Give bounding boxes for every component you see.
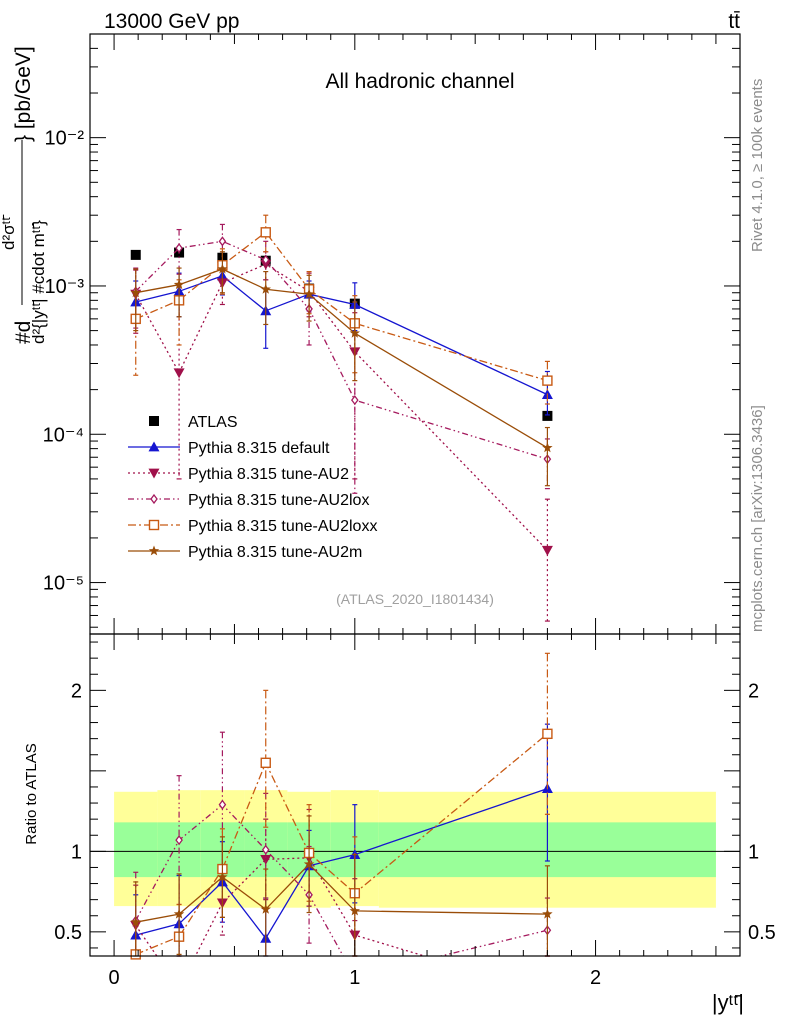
main-series-5	[130, 251, 553, 487]
rivet-version-label: Rivet 4.1.0, ≥ 100k events	[749, 79, 766, 252]
main-point	[260, 227, 271, 238]
ratio-point	[130, 916, 141, 927]
legend-label: ATLAS	[188, 414, 238, 431]
ylabel-numerator: d²σᵗᵗ̄	[0, 214, 18, 250]
main-point	[261, 254, 270, 265]
main-y-tick-label: 10⁻⁵	[43, 573, 84, 595]
legend-marker	[148, 545, 160, 556]
legend-marker	[149, 416, 159, 426]
process-label: tt̄	[728, 10, 740, 33]
legend-item-0: ATLAS	[149, 414, 238, 431]
ratio-band-green	[114, 822, 158, 878]
ratio-y-tick-label-left: 2	[71, 680, 82, 702]
ratio-y-tick-label-right: 2	[748, 680, 759, 702]
channel-title: All hadronic channel	[325, 70, 514, 93]
main-point	[173, 279, 185, 290]
legend-item-1: Pythia 8.315 default	[128, 440, 330, 457]
main-point	[541, 545, 553, 556]
x-axis-label: |yᵗᵗ̄|	[712, 990, 744, 1015]
legend-item-3: Pythia 8.315 tune-AU2lox	[128, 492, 369, 509]
legend-item-4: Pythia 8.315 tune-AU2loxx	[128, 518, 377, 535]
analysis-watermark: (ATLAS_2020_I1801434)	[336, 591, 494, 607]
ratio-point	[261, 844, 270, 855]
main-y-tick-label: 10⁻²	[45, 128, 85, 150]
legend-marker	[148, 468, 160, 479]
main-series-line	[135, 231, 548, 382]
ratio-point	[260, 757, 271, 768]
main-series-2	[130, 251, 553, 622]
main-point	[130, 249, 141, 260]
main-point	[542, 442, 553, 453]
x-tick-label: 1	[349, 967, 360, 989]
ylabel-hash-d: #d	[12, 321, 35, 344]
main-y-axis-label: #d d²σᵗᵗ̄ d²{|yᵗᵗ̄| #cdot mᵗᵗ̄} } [pb/Ge…	[0, 46, 48, 344]
ylabel-units: } [pb/GeV]	[12, 46, 35, 142]
legend-label: Pythia 8.315 default	[188, 440, 330, 457]
legend-item-2: Pythia 8.315 tune-AU2	[128, 466, 349, 483]
legend-marker	[148, 519, 160, 531]
ratio-point	[173, 908, 185, 919]
main-point	[349, 327, 360, 338]
legend-label: Pythia 8.315 tune-AU2	[188, 466, 349, 483]
ratio-y-tick-label-right: 0.5	[748, 922, 776, 944]
main-y-tick-label: 10⁻³	[45, 276, 85, 298]
main-point	[542, 410, 553, 421]
beam-label: 13000 GeV pp	[104, 10, 239, 33]
ratio-point	[349, 905, 360, 916]
legend-label: Pythia 8.315 tune-AU2m	[188, 544, 362, 561]
main-y-tick-label: 10⁻⁴	[43, 424, 84, 446]
main-point	[260, 283, 271, 294]
ratio-point	[260, 855, 272, 865]
ylabel-denominator: d²{|yᵗᵗ̄| #cdot mᵗᵗ̄}	[29, 220, 48, 344]
main-point	[351, 395, 359, 406]
main-series-1	[130, 260, 553, 416]
ratio-point	[175, 834, 183, 846]
ratio-y-tick-label-left: 0.5	[54, 922, 82, 944]
main-point	[217, 263, 228, 274]
main-point	[130, 287, 141, 298]
x-tick-label: 2	[590, 967, 601, 989]
ratio-point	[218, 799, 227, 810]
legend-label: Pythia 8.315 tune-AU2loxx	[188, 518, 377, 535]
legend-marker	[148, 441, 160, 452]
x-tick-label: 0	[109, 967, 120, 989]
ratio-plot-frame	[89, 633, 741, 957]
ratio-y-axis-label: Ratio to ATLAS	[23, 743, 40, 844]
main-point	[542, 375, 553, 386]
ratio-y-tick-label-left: 1	[71, 841, 82, 863]
main-point	[175, 243, 183, 254]
ratio-point	[260, 903, 271, 914]
main-series-4	[130, 214, 553, 405]
main-point	[303, 288, 315, 299]
main-point	[218, 236, 227, 247]
ratio-point	[303, 858, 315, 869]
legend-item-5: Pythia 8.315 tune-AU2m	[128, 544, 362, 561]
mcplots-label: mcplots.cern.ch [arXiv:1306.3436]	[749, 405, 766, 632]
main-point	[173, 368, 185, 379]
ratio-point	[542, 908, 553, 919]
ratio-point	[542, 728, 553, 740]
legend-label: Pythia 8.315 tune-AU2lox	[188, 492, 369, 509]
ratio-point	[217, 871, 228, 882]
legend-marker	[150, 493, 158, 505]
ratio-y-tick-label-right: 1	[748, 841, 759, 863]
ratio-series-4	[130, 815, 553, 957]
